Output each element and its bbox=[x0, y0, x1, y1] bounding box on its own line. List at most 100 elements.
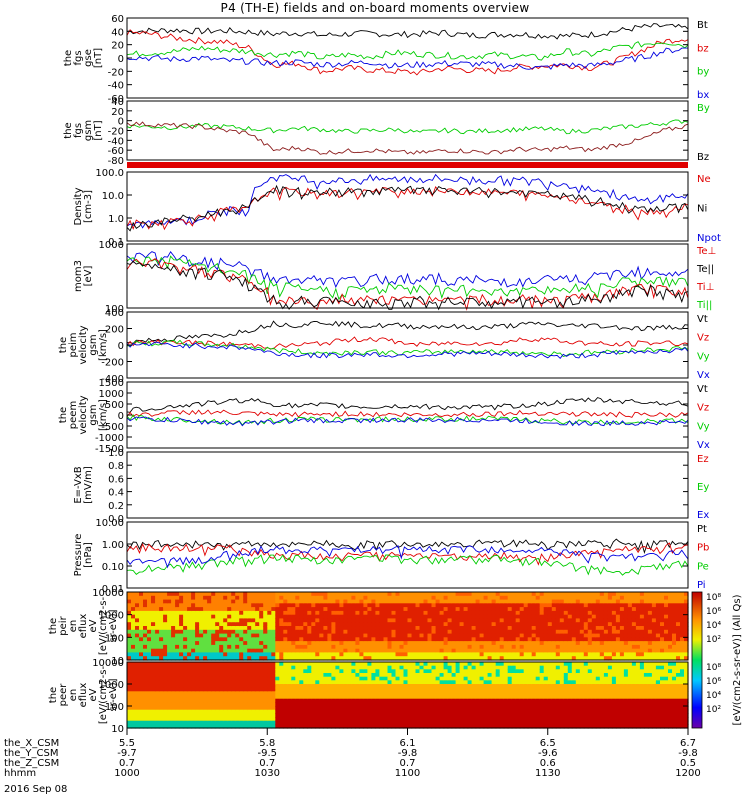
colorbar-tick: 10⁶ bbox=[706, 607, 721, 617]
legend-Ti||: Ti|| bbox=[696, 300, 712, 311]
series-Vz bbox=[126, 409, 689, 418]
ytick-label: 100 bbox=[105, 633, 124, 644]
ytick-label: 20 bbox=[111, 41, 124, 52]
ytick-label: -60 bbox=[108, 94, 124, 105]
legend-Vt: Vt bbox=[697, 384, 708, 395]
legend-bz: bz bbox=[697, 43, 709, 54]
legend-Ey: Ey bbox=[697, 482, 709, 493]
ytick-label: -1500 bbox=[95, 444, 124, 455]
series-Pe bbox=[126, 554, 689, 576]
ylabel-line: sr-eV)] bbox=[108, 609, 119, 642]
xtick-label: -9.6 bbox=[538, 748, 558, 759]
ylabel-line: Pressure bbox=[73, 534, 84, 577]
legend-Vx: Vx bbox=[697, 440, 710, 451]
plot-title: P4 (TH-E) fields and on-board moments ov… bbox=[220, 1, 530, 15]
ylabel-line: eV bbox=[88, 619, 99, 632]
series-Vt bbox=[126, 320, 689, 344]
ytick-label: 400 bbox=[105, 308, 124, 319]
colorbar-tick: 10⁶ bbox=[706, 677, 721, 687]
ytick-label: 100 bbox=[105, 304, 124, 315]
ylabel-line: [nT] bbox=[93, 120, 104, 140]
series-bx bbox=[126, 47, 688, 70]
ytick-label: 1000 bbox=[99, 680, 124, 691]
ytick-label: -20 bbox=[108, 67, 124, 78]
ytick-label: -80 bbox=[108, 156, 124, 167]
colorbar bbox=[691, 591, 703, 729]
xtick-label: 0.6 bbox=[540, 758, 556, 769]
ylabel-line: velocity bbox=[78, 325, 89, 364]
ytick-label: 10.0 bbox=[102, 191, 124, 202]
date-label: 2016 Sep 08 bbox=[4, 784, 68, 795]
series-Pi bbox=[126, 545, 689, 569]
ylabel-line: mom3 bbox=[73, 260, 84, 292]
ylabel-line: velocity bbox=[78, 395, 89, 434]
xtick-label: 0.5 bbox=[680, 758, 696, 769]
legend-by: by bbox=[697, 67, 709, 78]
ytick-label: 10 bbox=[111, 656, 124, 667]
ytick-label: 40 bbox=[111, 27, 124, 38]
legend-Npot: Npot bbox=[697, 233, 721, 244]
series-Pb bbox=[126, 542, 689, 566]
ylabel-line: the bbox=[63, 122, 74, 138]
series-Vz bbox=[126, 336, 689, 350]
ytick-label: 0.2 bbox=[108, 501, 124, 512]
ytick-label: -1000 bbox=[95, 433, 124, 444]
xtick-label: -9.8 bbox=[398, 748, 418, 759]
xtick-label: 5.5 bbox=[119, 738, 135, 749]
ylabel-line: fgs bbox=[73, 123, 84, 138]
ylabel-line: gsm bbox=[88, 404, 99, 425]
ytick-label: 1500 bbox=[99, 378, 124, 389]
series-Bt bbox=[126, 23, 689, 40]
panel-frame bbox=[126, 171, 689, 242]
ylabel: the peem velocity gsm [km/s] bbox=[58, 395, 109, 434]
xaxis-row-label: the_Y_CSM bbox=[4, 748, 58, 759]
ylabel: the fgs gse [nT] bbox=[63, 48, 104, 68]
ylabel-line: the bbox=[48, 618, 59, 634]
panel-efield: 1.0 0.8 0.6 0.4 0.2 0.0 E=-VxB [mV/m] Ez Ey Ex bbox=[73, 448, 709, 525]
ytick-label: 10 bbox=[111, 724, 124, 735]
series-Te|| bbox=[126, 260, 689, 311]
ylabel-line: peim bbox=[68, 332, 79, 357]
ylabel-line: E=-VxB bbox=[73, 466, 84, 503]
legend-Ez: Ez bbox=[697, 454, 709, 465]
xaxis-row-label: hhmm bbox=[4, 768, 36, 779]
ytick-label: 1000 bbox=[99, 611, 124, 622]
legend-Pt: Pt bbox=[697, 524, 707, 535]
ylabel-line: peer bbox=[58, 683, 69, 707]
ylabel: Density [cm-3] bbox=[73, 187, 94, 225]
ylabel-line: peir bbox=[58, 615, 69, 635]
legend-Pe: Pe bbox=[697, 561, 709, 572]
xtick-label: 6.7 bbox=[680, 738, 696, 749]
ylabel-line: [eV/(cm2-s- bbox=[98, 597, 109, 656]
legend-Ex: Ex bbox=[697, 510, 709, 521]
series-Vy bbox=[126, 339, 689, 358]
ytick-label: -500 bbox=[101, 422, 124, 433]
xtick-label: 1130 bbox=[535, 768, 560, 779]
ytick-label: 0.4 bbox=[108, 488, 124, 499]
series-By bbox=[126, 119, 689, 135]
quality-bar bbox=[127, 162, 688, 168]
ylabel-line: [eV] bbox=[83, 266, 94, 287]
ytick-label: 1.0 bbox=[108, 214, 124, 225]
ylabel-line: gsm bbox=[88, 334, 99, 355]
ytick-label: 0 bbox=[118, 117, 124, 128]
ylabel-line: [mV/m] bbox=[83, 466, 94, 504]
ylabel-line: the bbox=[58, 407, 69, 423]
colorbar-label-text: [eV/(cm2-s-sr-eV)] (All Qs) bbox=[732, 594, 743, 725]
ylabel-line: gse bbox=[83, 49, 94, 67]
legend-Bz: Bz bbox=[697, 152, 709, 163]
xtick-label: 1000 bbox=[114, 768, 139, 779]
colorbar-label: [eV/(cm2-s-sr-eV)] (All Qs) bbox=[732, 594, 743, 725]
ytick-label: 10000 bbox=[92, 658, 124, 669]
ytick-label: 40 bbox=[111, 97, 124, 108]
series-Vt bbox=[126, 397, 689, 413]
legend-bx: bx bbox=[697, 90, 709, 101]
series-Ti|| bbox=[126, 251, 689, 289]
ytick-label: 0 bbox=[118, 411, 124, 422]
ytick-label: 0 bbox=[118, 341, 124, 352]
panel-peim-velocity: 400 200 0 -200 -400 the peim velocity gsm [km/s] V… bbox=[58, 308, 710, 385]
legend-Vy: Vy bbox=[697, 351, 710, 362]
xtick-label: 5.8 bbox=[259, 738, 275, 749]
